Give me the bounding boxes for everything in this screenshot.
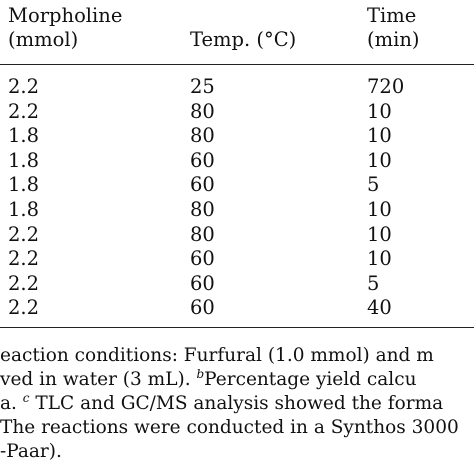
header-morpholine-line2: (mmol) bbox=[8, 28, 79, 51]
cell-time: 10 bbox=[367, 99, 392, 123]
footnote-marker-c: c bbox=[22, 391, 30, 405]
cell-time: 40 bbox=[367, 296, 392, 320]
cell-morpholine: 2.2 bbox=[8, 99, 40, 123]
header-morpholine-line1: Morpholine bbox=[8, 4, 123, 27]
cell-time: 10 bbox=[367, 124, 392, 148]
cell-time: 5 bbox=[367, 173, 380, 197]
cell-temperature: 60 bbox=[190, 247, 215, 271]
bottom-rule bbox=[0, 327, 474, 328]
header-time-line1: Time bbox=[367, 4, 417, 27]
cell-temperature: 60 bbox=[190, 296, 215, 320]
cell-morpholine: 1.8 bbox=[8, 124, 40, 148]
footnote-line-4: The reactions were conducted in a Syntho… bbox=[0, 417, 459, 438]
cell-temperature: 25 bbox=[190, 75, 215, 98]
footnote-line-3-text-a: a. bbox=[0, 393, 23, 414]
header-temperature: Temp. (°C) bbox=[190, 28, 297, 51]
footnote-line-2: ved in water (3 mL). bPercentage yield c… bbox=[0, 367, 417, 391]
cell-temperature: 80 bbox=[190, 124, 215, 148]
header-time-line2: (min) bbox=[367, 28, 420, 51]
cell-temperature: 80 bbox=[190, 99, 215, 123]
footnote-line-1: eaction conditions: Furfural (1.0 mmol) … bbox=[0, 345, 434, 366]
cell-morpholine: 2.2 bbox=[8, 222, 40, 246]
cell-temperature: 80 bbox=[190, 222, 215, 246]
cell-temperature: 60 bbox=[190, 271, 215, 295]
cell-time: 10 bbox=[367, 148, 392, 172]
footnote-line-2-text-b: Percentage yield calcu bbox=[204, 369, 417, 390]
cell-morpholine: 2.2 bbox=[8, 75, 40, 98]
cell-morpholine: 1.8 bbox=[8, 173, 40, 197]
cell-temperature: 80 bbox=[190, 198, 215, 221]
cell-time: 720 bbox=[367, 75, 405, 98]
cell-temperature: 60 bbox=[190, 173, 215, 197]
cell-morpholine: 2.2 bbox=[8, 271, 40, 295]
header-rule bbox=[0, 64, 474, 65]
footnote-marker-b: b bbox=[196, 367, 205, 381]
cell-temperature: 60 bbox=[190, 148, 215, 172]
cell-time: 10 bbox=[367, 222, 392, 246]
cell-morpholine: 1.8 bbox=[8, 198, 40, 221]
cell-time: 10 bbox=[367, 247, 392, 271]
cell-morpholine: 1.8 bbox=[8, 148, 40, 172]
cell-time: 5 bbox=[367, 271, 380, 295]
footnote-line-5: -Paar). bbox=[0, 441, 62, 462]
footnote-line-2-text-a: ved in water (3 mL). bbox=[0, 369, 197, 390]
footnote-line-3-text-b: TLC and GC/MS analysis showed the forma bbox=[29, 393, 444, 414]
cell-morpholine: 2.2 bbox=[8, 296, 40, 320]
footnote-line-3: a. c TLC and GC/MS analysis showed the f… bbox=[0, 391, 444, 415]
cell-morpholine: 2.2 bbox=[8, 247, 40, 271]
cell-time: 10 bbox=[367, 198, 392, 221]
